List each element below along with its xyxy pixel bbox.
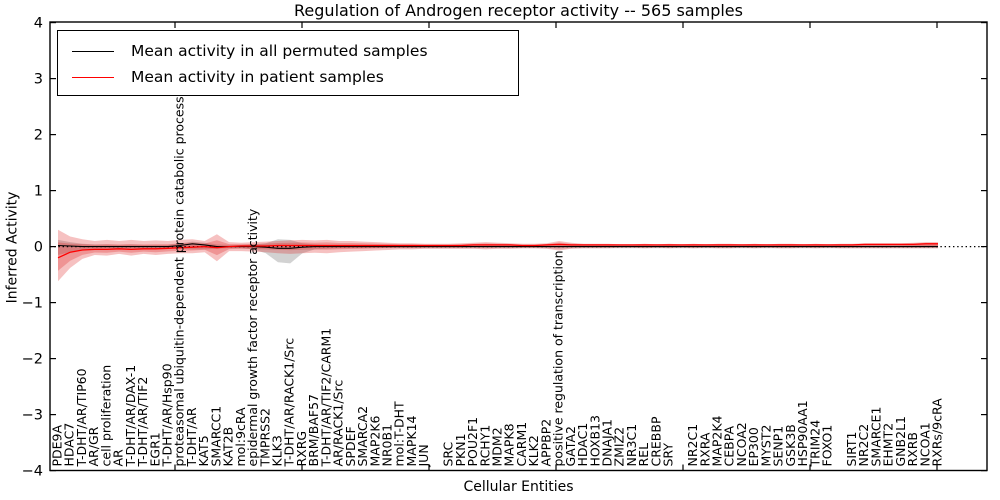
x-tick-label: T-DHT/AR/RACK1/Src bbox=[282, 338, 297, 468]
x-tick-label: NCOA1 bbox=[917, 422, 932, 466]
x-tick-label: SRY bbox=[661, 443, 676, 467]
x-tick-label: EGR1 bbox=[147, 432, 162, 466]
x-tick-label: JUN bbox=[416, 444, 431, 467]
legend: Mean activity in all permuted samples Me… bbox=[57, 30, 519, 96]
x-tick-label: SPDEF bbox=[343, 426, 358, 466]
x-tick-label: NCOA2 bbox=[734, 422, 749, 466]
x-tick-label: SMARCC1 bbox=[208, 406, 223, 467]
x-tick-label: RCHY1 bbox=[477, 425, 492, 467]
x-tick-label: FOXO1 bbox=[820, 425, 835, 467]
x-tick-label: HDAC1 bbox=[575, 423, 590, 467]
x-tick-label: PDE9A bbox=[50, 424, 65, 466]
x-axis-label: Cellular Entities bbox=[463, 479, 574, 495]
x-tick-label: GNB2L1 bbox=[893, 416, 908, 466]
x-tick-label: CEBPA bbox=[722, 426, 737, 467]
x-tick-label: REL bbox=[636, 443, 651, 467]
x-tick-label: mol:T-DHT bbox=[392, 401, 407, 467]
y-tick-label: 1 bbox=[34, 184, 43, 200]
x-tick-label: POU2F1 bbox=[465, 417, 480, 467]
legend-entry-permuted: Mean activity in all permuted samples bbox=[72, 38, 518, 64]
y-tick-label: 4 bbox=[34, 16, 43, 32]
x-tick-label: RXRA bbox=[697, 432, 712, 466]
x-tick-label: KAT2B bbox=[221, 427, 236, 467]
x-tick-label: T-DHT/AR bbox=[184, 407, 199, 467]
y-tick-label: −1 bbox=[22, 296, 43, 312]
y-tick-label: −3 bbox=[22, 408, 43, 424]
x-tick-label: KLK3 bbox=[270, 435, 285, 466]
x-tick-label: HSP90AA1 bbox=[795, 400, 810, 466]
y-tick-label: 3 bbox=[34, 72, 43, 88]
x-tick-label: T-DHT/AR/DAX-1 bbox=[123, 365, 138, 468]
x-tick-label: CREBBP bbox=[648, 416, 663, 466]
x-tick-label: KAT5 bbox=[196, 435, 211, 466]
x-tick-label: EP300 bbox=[746, 427, 761, 466]
x-tick-label: MDM2 bbox=[490, 427, 505, 466]
x-tick-label: TMPRSS2 bbox=[257, 408, 272, 467]
x-tick-label: NR3C1 bbox=[624, 424, 639, 467]
x-tick-label: SRC bbox=[441, 442, 456, 467]
x-tick-label: NR2C1 bbox=[685, 424, 700, 467]
x-tick-label: T-DHT/AR/TIP60 bbox=[74, 368, 89, 467]
x-tick-label: T-DHT/AR/Hsp90 bbox=[160, 363, 175, 467]
chart-title: Regulation of Androgen receptor activity… bbox=[294, 1, 743, 20]
x-tick-label: MAPK14 bbox=[404, 415, 419, 466]
x-tick-label: AR/GR bbox=[86, 426, 101, 466]
x-tick-label: HOXB13 bbox=[587, 415, 602, 466]
x-tick-label: NR0B1 bbox=[380, 424, 395, 467]
x-tick-label: positive regulation of transcription bbox=[551, 251, 566, 467]
patient-samples-band-outer bbox=[58, 229, 938, 282]
y-tick-label: 0 bbox=[34, 240, 43, 256]
x-tick-label: AR/RACK1/Src bbox=[331, 380, 346, 467]
x-tick-label: PKN1 bbox=[453, 433, 468, 466]
x-tick-label: CARM1 bbox=[514, 422, 529, 467]
x-tick-label: cell proliferation bbox=[98, 365, 113, 467]
x-tick-label: RXRG bbox=[294, 431, 309, 467]
x-tick-label: SIRT1 bbox=[844, 432, 859, 467]
x-tick-label: MAP2K6 bbox=[367, 415, 382, 466]
y-tick-label: −2 bbox=[22, 352, 43, 368]
x-tick-label: MYST2 bbox=[758, 425, 773, 467]
x-tick-label: SMARCE1 bbox=[868, 407, 883, 467]
x-tick-label: mol:9cRA bbox=[233, 407, 248, 467]
permuted-mean-line bbox=[57, 243, 938, 249]
x-tick-label: epidermal growth factor receptor activit… bbox=[245, 208, 260, 466]
x-tick-label: AR bbox=[111, 449, 126, 467]
x-tick-label: DNAJA1 bbox=[600, 419, 615, 467]
x-tick-label: BRM/BAF57 bbox=[306, 394, 321, 466]
x-tick-label: ZMIZ2 bbox=[612, 427, 627, 467]
y-tick-label: −4 bbox=[22, 464, 43, 480]
x-tick-label: NR2C2 bbox=[856, 424, 871, 467]
legend-label: Mean activity in all permuted samples bbox=[131, 42, 428, 60]
x-tick-label: TRIM24 bbox=[807, 420, 822, 468]
x-tick-label: MAPK8 bbox=[502, 423, 517, 466]
x-tick-label: APPBP2 bbox=[538, 419, 553, 467]
x-tick-label: SENP1 bbox=[771, 426, 786, 467]
x-tick-label: RXRs/9cRA bbox=[930, 398, 945, 467]
patient-line-swatch bbox=[72, 76, 114, 78]
x-tick-label: EHMT2 bbox=[881, 423, 896, 467]
x-tick-label: T-DHT/AR/TIF2/CARM1 bbox=[318, 328, 333, 468]
permuted-line-swatch bbox=[72, 50, 114, 52]
x-tick-label: MAP2K4 bbox=[710, 415, 725, 466]
x-tick-label: RXRB bbox=[905, 432, 920, 467]
x-tick-label: GATA2 bbox=[563, 426, 578, 466]
legend-entry-patient: Mean activity in patient samples bbox=[72, 64, 518, 90]
x-tick-label: HDAC7 bbox=[62, 423, 77, 467]
y-tick-label: 2 bbox=[34, 128, 43, 144]
x-tick-label: proteasomal ubiquitin-dependent protein … bbox=[172, 96, 187, 466]
x-tick-label: SMARCA2 bbox=[355, 406, 370, 467]
legend-label: Mean activity in patient samples bbox=[131, 68, 384, 86]
x-tick-label: KLK2 bbox=[526, 435, 541, 466]
x-tick-label: T-DHT/AR/TIF2 bbox=[135, 377, 150, 468]
x-tick-label: GSK3B bbox=[783, 424, 798, 466]
patient-mean-line bbox=[57, 243, 938, 259]
y-axis-label: Inferred Activity bbox=[4, 191, 21, 304]
